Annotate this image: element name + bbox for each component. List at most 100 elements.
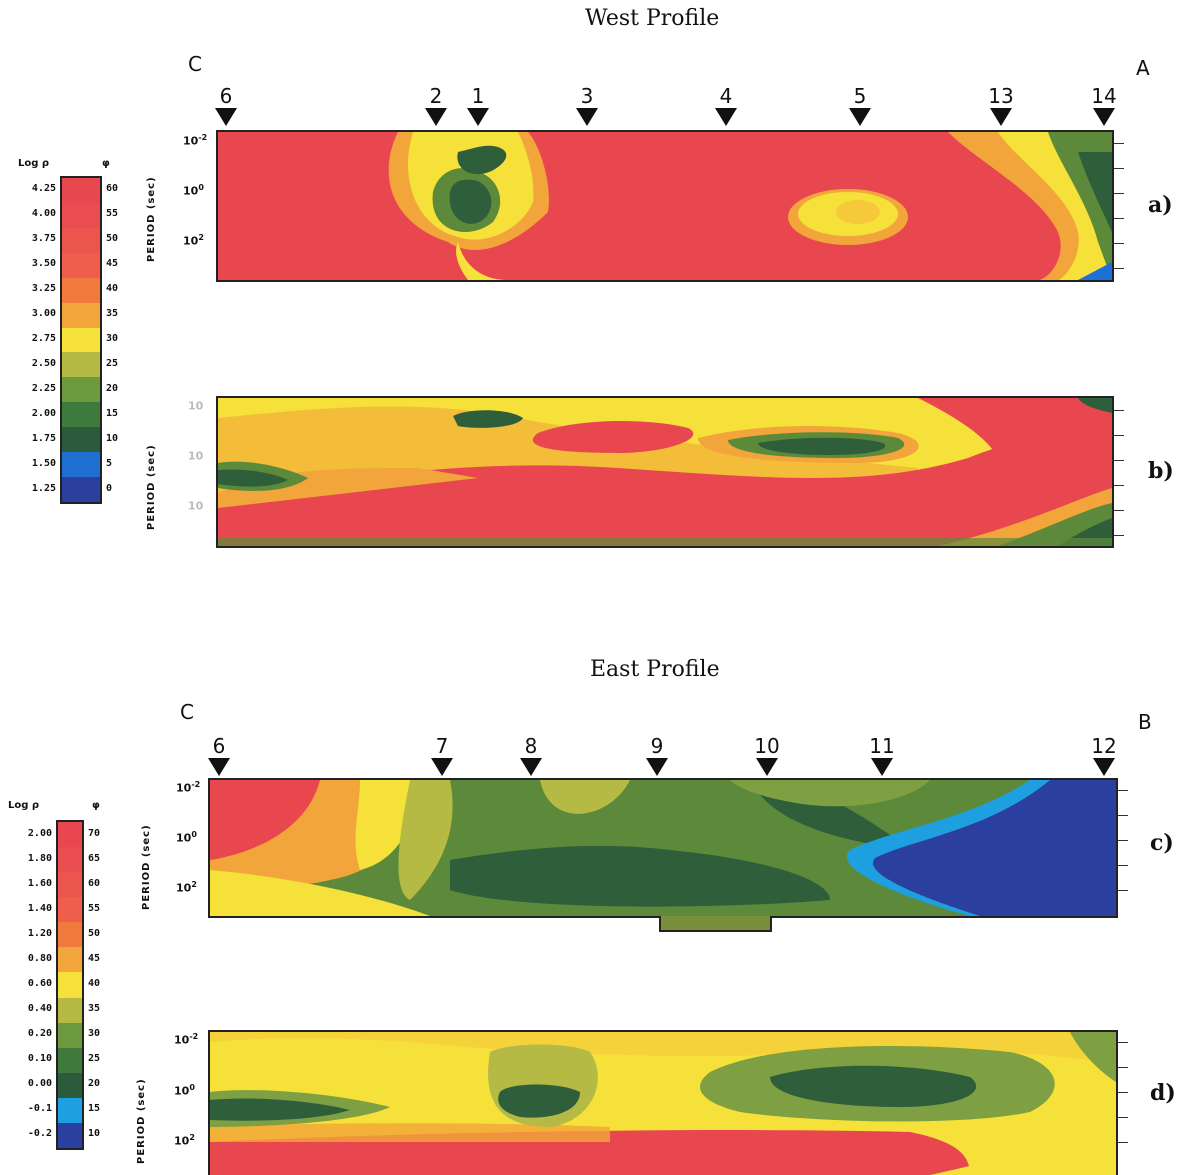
station-triangle-icon <box>990 108 1012 126</box>
station-triangle-icon <box>208 758 230 776</box>
east-station-marker: 11 <box>862 734 902 776</box>
station-label: 14 <box>1091 84 1117 108</box>
scale-log-rho-label: 1.50 <box>31 457 56 469</box>
scale-phi-label: 45 <box>88 952 101 964</box>
scale-log-rho-label: 1.20 <box>27 927 52 939</box>
panel-b-right-tick <box>1114 510 1124 511</box>
east-left-end-label: C <box>180 700 194 724</box>
panel-d-right-tick <box>1118 1067 1128 1068</box>
scale-swatch <box>58 1047 82 1074</box>
scale-log-rho-label: 0.40 <box>27 1003 52 1015</box>
panel-b-right-tick <box>1114 535 1124 536</box>
west-station-marker: 13 <box>981 84 1021 126</box>
panel-a-right-tick <box>1114 193 1124 194</box>
panel-a-contour-plot <box>216 130 1114 282</box>
scale-swatch <box>58 972 82 999</box>
scale-log-rho-label: 1.60 <box>27 877 52 889</box>
scale-log-rho-label: 1.25 <box>31 482 56 494</box>
station-label: 4 <box>719 84 733 108</box>
west-station-marker: 3 <box>567 84 607 126</box>
scale-log-rho-label: 4.25 <box>31 183 56 195</box>
scale-log-rho-label: -0.1 <box>27 1103 52 1115</box>
station-triangle-icon <box>431 758 453 776</box>
scale-swatch <box>62 178 100 204</box>
station-triangle-icon <box>1093 108 1115 126</box>
east-station-marker: 10 <box>747 734 787 776</box>
scale-log-rho-label: 2.75 <box>31 333 56 344</box>
scale-phi-label: 65 <box>88 852 101 864</box>
scale-swatch <box>62 402 100 428</box>
station-label: 6 <box>219 84 233 108</box>
panel-b-tick: 10 <box>188 399 204 413</box>
station-label: 8 <box>524 734 538 758</box>
west-station-marker: 5 <box>840 84 880 126</box>
station-triangle-icon <box>520 758 542 776</box>
station-triangle-icon <box>756 758 778 776</box>
scale-phi-label: 50 <box>88 927 101 939</box>
panel-d-right-tick <box>1118 1117 1128 1118</box>
scale-log-rho-label: 2.00 <box>31 407 56 419</box>
east-right-end-label: B <box>1138 710 1152 734</box>
scale-phi-label: 45 <box>106 258 119 270</box>
panel-d-contour-plot <box>208 1030 1118 1175</box>
west-color-scale: Log ρ φ 4.25 4.00 3.75 3.50 3.25 3.00 2.75 2.50… <box>10 158 120 508</box>
scale-log-rho-label: 3.00 <box>31 308 56 320</box>
scale-phi-label: 40 <box>88 978 101 989</box>
station-label: 10 <box>754 734 780 758</box>
west-station-marker: 6 <box>206 84 246 126</box>
station-label: 11 <box>869 734 895 758</box>
panel-d-label: d) <box>1150 1080 1176 1106</box>
station-label: 1 <box>471 84 485 108</box>
scale-phi-label: 25 <box>106 357 119 369</box>
scale-swatch <box>62 202 100 229</box>
scale-phi-label: 25 <box>88 1053 101 1065</box>
scale-swatch <box>62 452 100 478</box>
scale-log-rho-label: 1.75 <box>31 432 56 444</box>
station-triangle-icon <box>425 108 447 126</box>
scale-swatch <box>58 872 82 898</box>
panel-d-right-tick <box>1118 1142 1128 1143</box>
panel-b-tick: 10 <box>188 449 204 463</box>
east-station-marker: 8 <box>511 734 551 776</box>
scale-swatch <box>62 352 100 378</box>
scale-phi-label: 10 <box>106 432 119 444</box>
station-label: 12 <box>1091 734 1117 758</box>
scale-log-rho-label: -0.2 <box>27 1128 52 1140</box>
east-station-marker: 7 <box>422 734 462 776</box>
scale-swatch <box>58 847 82 873</box>
station-triangle-icon <box>715 108 737 126</box>
scale-phi-label: 20 <box>88 1078 101 1090</box>
west-left-end-label: C <box>188 52 202 76</box>
scale-phi-label: 35 <box>88 1003 101 1015</box>
scale-phi-label: 70 <box>88 827 101 839</box>
scale-swatch <box>58 1022 82 1049</box>
scale-phi-label: 15 <box>88 1103 101 1115</box>
panel-d-y-axis-label: PERIOD (sec) <box>136 1078 147 1164</box>
west-station-marker: 2 <box>416 84 456 126</box>
scale-log-rho-label: 3.75 <box>31 233 56 245</box>
panel-d-right-tick <box>1118 1042 1128 1043</box>
panel-d-tick: 10-2 <box>174 1032 199 1047</box>
scale-log-rho-label: 0.10 <box>27 1053 52 1065</box>
scale-phi-label: 40 <box>106 283 119 295</box>
panel-b-right-tick <box>1114 410 1124 411</box>
east-color-scale: Log ρ φ 2.00 1.80 1.60 1.40 1.20 0.80 0.60 0.40… <box>4 800 114 1150</box>
scale-phi-label: 0 <box>106 482 113 494</box>
east-station-marker: 12 <box>1084 734 1124 776</box>
west-right-end-label: A <box>1136 56 1150 80</box>
scale-log-rho-label: 2.00 <box>27 827 52 839</box>
panel-c-tick: 10-2 <box>176 780 201 795</box>
east-scale-bar <box>56 820 84 1150</box>
scale-swatch <box>58 897 82 923</box>
west-profile-title: West Profile <box>585 6 720 31</box>
scale-phi-label: 15 <box>106 407 119 419</box>
scale-log-rho-label: 0.80 <box>27 952 52 964</box>
scale-log-rho-label: 3.50 <box>31 258 56 270</box>
panel-c-tick: 102 <box>176 880 197 895</box>
panel-b-contour-plot <box>216 396 1114 548</box>
station-label: 2 <box>429 84 443 108</box>
scale-swatch <box>62 377 100 403</box>
scale-phi-label: 55 <box>106 208 119 220</box>
panel-a-right-tick <box>1114 168 1124 169</box>
scale-swatch <box>58 997 82 1024</box>
